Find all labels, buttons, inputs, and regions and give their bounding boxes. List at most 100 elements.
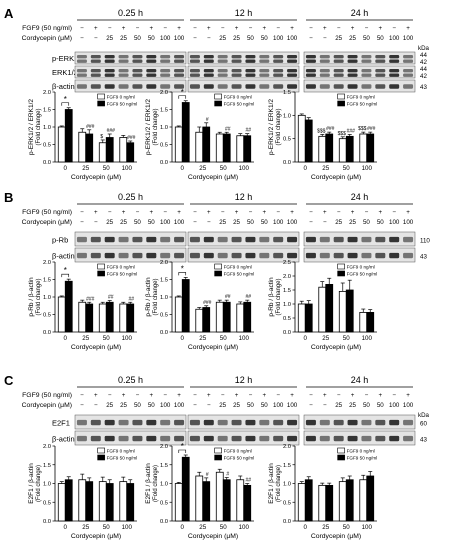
lane-value: 100: [160, 219, 171, 226]
blot-band: [174, 84, 185, 89]
y-axis-label: p-ERK1/2 / ERK1/2: [145, 99, 152, 155]
blot-band: [259, 59, 270, 63]
blot-band: [104, 55, 115, 59]
blot-band: [347, 419, 358, 426]
blot-label: β-actin: [52, 251, 75, 260]
y-tick-label: 2.0: [43, 90, 51, 96]
blot-band: [389, 435, 400, 442]
lane-value: −: [136, 209, 140, 216]
lane-value: −: [392, 25, 396, 32]
blot-band: [361, 73, 372, 77]
lane-value: −: [80, 209, 84, 216]
blot-band: [319, 73, 330, 77]
chart-a-2: 0.0 0.5 1.0 1.5 p-ERK1/2 / ERK1/2 (Fold chang…: [268, 90, 377, 181]
bar-fgf9-0: [78, 301, 87, 333]
blot-band: [333, 252, 344, 259]
blot-band: [273, 55, 284, 59]
lane-value: 100: [389, 35, 400, 42]
legend-label: FGF9 0 ng/ml: [347, 265, 375, 270]
y-tick-label: 1.0: [43, 295, 51, 301]
x-axis-label: Cordycepin (μM): [311, 344, 361, 351]
y-tick-label: 1.0: [160, 125, 168, 131]
bar-fgf9-0: [318, 135, 327, 163]
legend-label: FGF9 0 ng/ml: [107, 95, 135, 100]
lane-value: +: [406, 392, 410, 399]
bar-fgf9-50: [366, 475, 375, 522]
blot-band: [375, 73, 386, 77]
bar-fgf9-0: [57, 296, 66, 333]
blot-band: [104, 435, 115, 442]
blot-band: [347, 236, 358, 243]
blot-band: [132, 84, 143, 89]
y-tick-label: 1.5: [283, 288, 291, 294]
y-tick-label: 1.5: [283, 90, 291, 96]
blot-band: [305, 69, 316, 73]
legend-label: FGF9 0 ng/ml: [107, 265, 135, 270]
lane-value: −: [276, 25, 280, 32]
kda-header: kDa: [418, 412, 430, 419]
bar-fgf9-50: [202, 126, 211, 163]
blot-band: [245, 252, 256, 259]
kda-value: 60: [420, 420, 427, 427]
y-axis-label-2: (Fold change): [153, 465, 159, 502]
significance-mark: $$$: [358, 126, 367, 132]
blot-band: [347, 69, 358, 73]
blot-band: [305, 236, 316, 243]
blot-band: [160, 69, 171, 73]
lane-value: −: [108, 392, 112, 399]
legend-label: FGF9 50 ng/ml: [347, 456, 378, 461]
legend-swatch: [97, 454, 105, 461]
blot-band: [231, 435, 242, 442]
lane-value: 25: [106, 402, 113, 409]
lane-value: −: [193, 219, 197, 226]
legend-swatch: [337, 447, 345, 454]
lane-value: +: [122, 392, 126, 399]
lane-value: −: [136, 25, 140, 32]
blot-band: [104, 73, 115, 77]
legend-swatch: [214, 447, 222, 454]
blot-band: [231, 252, 242, 259]
lane-value: 100: [287, 402, 298, 409]
significance-mark: ###: [326, 126, 335, 132]
legend-swatch: [97, 100, 105, 107]
blot-strip: [303, 231, 416, 247]
blot-band: [287, 84, 298, 89]
blot-band: [333, 419, 344, 426]
bar-fgf9-0: [318, 484, 327, 522]
blot-band: [319, 419, 330, 426]
chart-b-2: 0.0 0.5 1.0 1.5 2.0 2.5 p-Rb / β-actin (Fold ch…: [268, 260, 377, 351]
blot-band: [333, 73, 344, 77]
lane-value: 50: [134, 402, 141, 409]
blot-band: [104, 59, 115, 63]
blot-band: [273, 252, 284, 259]
blot-band: [347, 55, 358, 59]
blot-band: [403, 252, 414, 259]
x-tick-label: 50: [343, 335, 350, 342]
y-axis-label: p-Rb / β-actin: [268, 277, 275, 317]
significance-bracket: [61, 102, 70, 106]
lane-value: +: [150, 25, 154, 32]
legend-swatch: [97, 447, 105, 454]
bar-fgf9-0: [57, 126, 66, 163]
blot-band: [231, 84, 242, 89]
bar-fgf9-0: [338, 290, 347, 333]
blot-band: [259, 69, 270, 73]
row-label: Cordycepin (μM): [22, 219, 72, 226]
bar-fgf9-50: [304, 479, 313, 522]
bar-fgf9-0: [98, 142, 107, 163]
blot-band: [160, 55, 171, 59]
lane-value: 50: [247, 35, 254, 42]
lane-value: −: [136, 392, 140, 399]
blot-band: [104, 236, 115, 243]
x-axis-label: Cordycepin (μM): [188, 174, 238, 181]
x-axis-label: Cordycepin (μM): [188, 344, 238, 351]
y-tick-label: 1.5: [283, 463, 291, 469]
blot-band: [217, 236, 228, 243]
blot-band: [189, 419, 200, 426]
significance-mark: ###: [107, 128, 116, 134]
blot-band: [245, 69, 256, 73]
kda-value: 44: [420, 66, 427, 73]
bar-fgf9-0: [174, 483, 183, 522]
lane-value: 100: [403, 219, 414, 226]
bar-fgf9-0: [57, 483, 66, 522]
